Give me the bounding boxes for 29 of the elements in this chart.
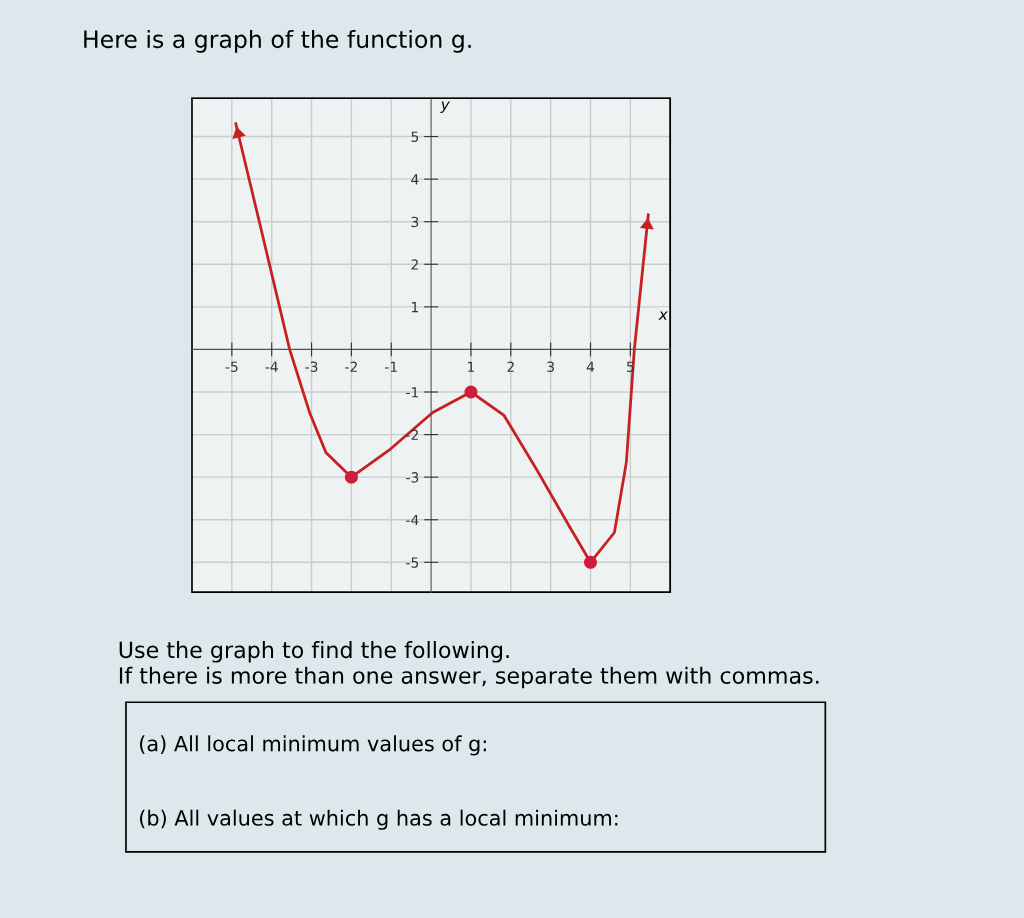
x-tick-label: 4 [586,361,595,372]
x-tick-label: -5 [225,361,238,372]
y-tick-label: 1 [411,302,419,313]
point [344,470,358,484]
x-tick-label: -3 [305,361,318,372]
x-tick-label: 1 [468,361,475,372]
x-tick-label: -2 [345,361,357,372]
y-tick-label: -5 [406,557,419,568]
x-axis-title: x [658,311,668,320]
x-tick-label: 3 [547,361,554,372]
y-tick-label: -3 [406,472,419,483]
text: Use the graph to find the following. [119,641,509,663]
chart-title: Here is a graph of the function g. [84,29,471,53]
y-tick-label: 5 [411,131,419,143]
point [584,555,598,569]
point [464,385,478,399]
y-tick-label: -1 [406,387,419,398]
y-tick-label: -2 [406,429,418,440]
x-tick-label: 2 [507,361,514,372]
y-tick-label: 4 [411,174,419,185]
text: (a) All local minimum values of g: [140,735,486,756]
y-tick-label: -4 [406,514,419,526]
y-tick-label: 2 [411,259,418,270]
y-axis-title: y [440,101,450,114]
x-tick-label: -4 [265,361,278,372]
text: (b) All values at which g has a local minimum: [140,809,618,830]
text: If there is more than one answer, separate them with commas. [119,666,819,689]
x-tick-label: -1 [385,361,397,372]
y-tick-label: 3 [411,216,419,228]
